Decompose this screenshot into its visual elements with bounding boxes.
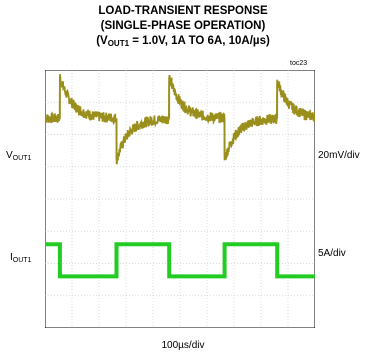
iout-scale-label: 5A/div — [318, 248, 346, 259]
vout-channel-label: VOUT1 — [6, 150, 31, 162]
vout-scale-label: 20mV/div — [318, 150, 360, 161]
x-axis-label: 100µs/div — [161, 340, 205, 351]
title-line-3: (VOUT1 = 1.0V, 1A TO 6A, 10A/µs) — [0, 34, 366, 51]
iout-trace — [45, 242, 315, 279]
title-line-1: LOAD-TRANSIENT RESPONSE — [98, 5, 268, 17]
iout-label-sub: OUT1 — [12, 257, 32, 264]
title-line-2: (SINGLE-PHASE OPERATION) — [100, 20, 266, 32]
iout-channel-label: IOUT1 — [10, 252, 31, 264]
plot-grid — [45, 70, 315, 328]
oscilloscope-plot — [45, 70, 315, 328]
chart-title: LOAD-TRANSIENT RESPONSE (SINGLE-PHASE OP… — [0, 4, 366, 51]
title-line-3-suffix: = 1.0V, 1A TO 6A, 10A/µs) — [129, 35, 270, 47]
title-line-3-subscript: OUT1 — [107, 39, 130, 48]
vout-trace — [45, 74, 315, 165]
iout-label-main: I — [10, 252, 13, 263]
figure-id: toc23 — [290, 60, 308, 67]
title-line-3-prefix: (V — [96, 35, 108, 47]
vout-label-sub: OUT1 — [12, 155, 32, 162]
vout-label-main: V — [6, 150, 13, 161]
plot-traces — [45, 74, 315, 279]
